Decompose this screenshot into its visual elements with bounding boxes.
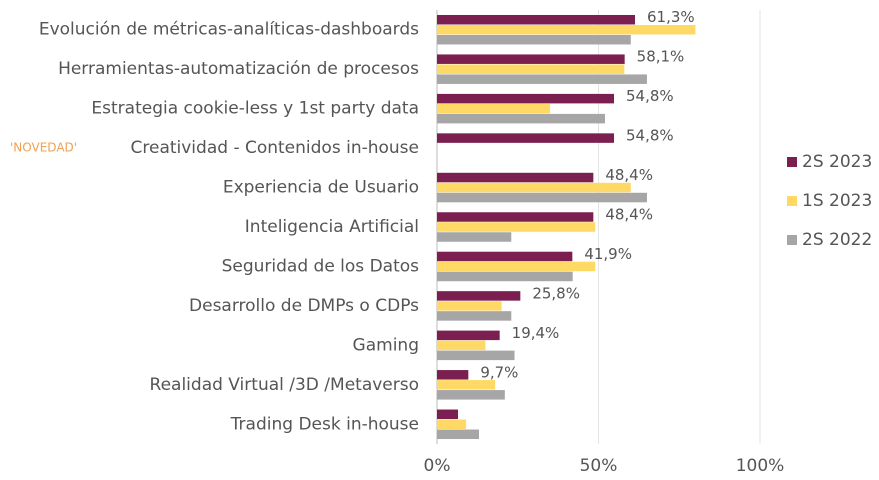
bar	[437, 14, 635, 25]
bar	[437, 390, 505, 400]
bar	[437, 222, 596, 232]
data-label: 58,1%	[637, 48, 685, 66]
data-label: 9,7%	[480, 363, 518, 381]
bar	[437, 113, 605, 124]
bar	[437, 370, 469, 380]
data-label: 19,4%	[512, 324, 560, 342]
bar	[437, 232, 512, 242]
category-label: Estrategia cookie-less y 1st party data	[91, 99, 419, 119]
bar	[437, 192, 647, 203]
bar	[437, 182, 631, 193]
bar	[437, 429, 479, 440]
category-label: Evolución de métricas-analíticas-dashboa…	[39, 20, 419, 40]
x-tick-label: 0%	[424, 456, 451, 476]
bar	[437, 24, 696, 35]
category-label: Inteligencia Artificial	[245, 217, 419, 237]
bar	[437, 172, 594, 183]
data-label: 48,4%	[605, 166, 653, 184]
category-label: Desarrollo de DMPs o CDPs	[189, 296, 419, 316]
bar	[437, 212, 594, 222]
legend-label: 1S 2023	[802, 191, 872, 211]
legend-swatch	[787, 235, 797, 245]
legend-swatch	[787, 196, 797, 206]
legend-label: 2S 2023	[802, 152, 872, 172]
x-tick-label: 50%	[580, 456, 618, 476]
bar	[437, 74, 647, 84]
bar	[437, 251, 573, 262]
bar	[437, 340, 486, 351]
x-tick-label: 100%	[736, 456, 785, 476]
bar	[437, 380, 496, 390]
bar	[437, 419, 467, 430]
bar	[437, 133, 615, 143]
bar	[437, 271, 573, 282]
bar	[437, 261, 596, 272]
category-label: Seguridad de los Datos	[222, 256, 420, 276]
bar	[437, 409, 458, 420]
legend-label: 2S 2022	[802, 230, 872, 250]
data-label: 25,8%	[532, 284, 580, 302]
data-label: 54,8%	[626, 87, 674, 105]
data-label: 41,9%	[584, 245, 632, 263]
bar	[437, 54, 625, 64]
category-label: Trading Desk in-house	[230, 414, 419, 434]
category-label: Creatividad - Contenidos in-house	[131, 138, 420, 158]
category-label: Herramientas-automatización de procesos	[58, 59, 419, 79]
bar	[437, 64, 625, 74]
bar	[437, 93, 615, 104]
legend-swatch	[787, 157, 797, 167]
data-label: 48,4%	[605, 206, 653, 224]
data-label: 61,3%	[647, 8, 695, 26]
bar	[437, 311, 512, 321]
annotation: 'NOVEDAD'	[10, 141, 77, 155]
bar	[437, 103, 551, 114]
bar	[437, 330, 500, 341]
bar	[437, 350, 515, 361]
category-label: Gaming	[353, 335, 419, 355]
bar	[437, 34, 631, 45]
category-label: Realidad Virtual /3D /Metaverso	[150, 375, 419, 395]
bar	[437, 301, 502, 311]
data-label: 54,8%	[626, 127, 674, 145]
bar	[437, 291, 521, 301]
category-label: Experiencia de Usuario	[223, 178, 419, 198]
